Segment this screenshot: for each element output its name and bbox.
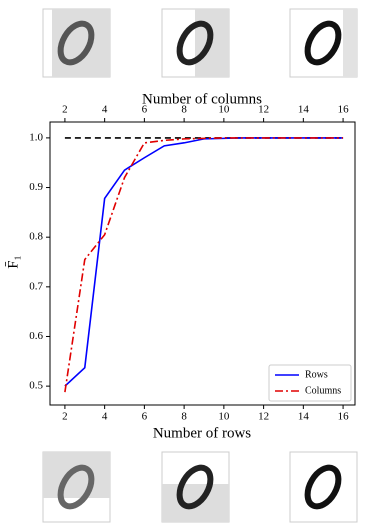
x-tick-label: 6: [142, 411, 148, 423]
x2-tick-label: 4: [102, 104, 108, 116]
x2-tick-label: 6: [142, 104, 148, 116]
x-tick-label: 12: [258, 411, 269, 423]
x2-tick-label: 12: [258, 104, 269, 116]
plot-frame: [49, 121, 356, 406]
y-tick-label: 0.6: [29, 330, 43, 342]
x2-tick-label: 2: [62, 104, 68, 116]
x2-axis-label: Number of columns: [142, 91, 262, 107]
y-tick-label: 0.9: [29, 181, 43, 193]
thumbnails-top: [42, 8, 358, 78]
y-tick-label: 0.8: [29, 231, 43, 243]
x2-tick-label: 8: [181, 104, 187, 116]
series-line: [64, 137, 344, 387]
legend-label: Columns: [305, 385, 341, 396]
x2-tick-label: 14: [298, 104, 310, 116]
x-tick-label: 8: [181, 411, 187, 423]
y-tick-label: 0.5: [29, 380, 43, 392]
thumbnails-bottom: [42, 451, 358, 523]
x2-tick-label: 16: [338, 104, 350, 116]
legend-box: [268, 364, 352, 402]
x-tick-label: 4: [102, 411, 108, 423]
series-line: [64, 137, 344, 393]
x-tick-label: 16: [338, 411, 350, 423]
x-axis-label: Number of rows: [153, 425, 251, 441]
x2-tick-label: 10: [218, 104, 230, 116]
legend-label: Rows: [305, 369, 328, 380]
x-tick-label: 14: [298, 411, 310, 423]
y-axis-label: F̄₁: [5, 255, 21, 269]
x-tick-label: 10: [218, 411, 230, 423]
y-tick-label: 0.7: [29, 280, 43, 292]
y-tick-label: 1.0: [29, 131, 43, 143]
x-tick-label: 2: [62, 411, 68, 423]
